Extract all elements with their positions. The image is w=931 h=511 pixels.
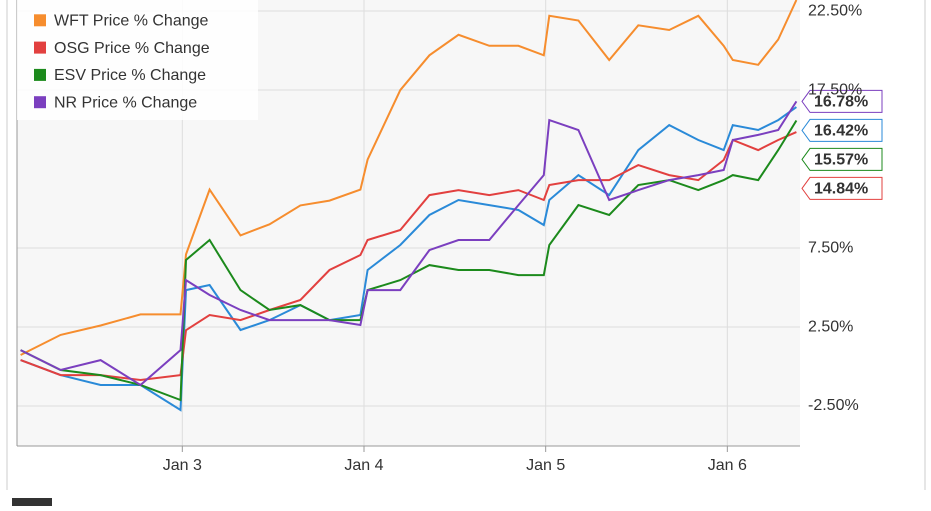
legend-box: [17, 0, 258, 120]
series-line: [20, 131, 797, 382]
legend-swatch: [34, 41, 46, 54]
series-line: [20, 106, 797, 412]
value-label-box: [801, 89, 883, 113]
x-tick-label: Jan 5: [526, 457, 565, 474]
legend-label: OSG Price % Change: [54, 40, 210, 57]
value-label: 15.57%: [814, 152, 868, 169]
logo: [12, 498, 52, 508]
series-line: [20, 100, 798, 387]
legend: WFT Price % Change OSG Price % Change ESV …: [34, 13, 210, 111]
value-label-box: [801, 176, 883, 200]
value-label-box: [801, 118, 883, 142]
y-tick-label: 22.50%: [808, 2, 862, 19]
legend-swatch: [34, 14, 46, 27]
x-tick-label: Jan 6: [708, 457, 747, 474]
y-tick-label: -2.50%: [808, 397, 859, 414]
y-tick-label: 17.50%: [808, 81, 862, 98]
y-tick-label: 2.50%: [808, 318, 853, 335]
x-tick-label: Jan 4: [344, 457, 383, 474]
legend-label: ESV Price % Change: [54, 67, 206, 84]
legend-swatch: [34, 96, 46, 109]
y-tick-label: 7.50%: [808, 239, 853, 256]
value-label: 16.42%: [814, 123, 868, 140]
value-label: 14.84%: [814, 181, 868, 198]
end-labels: 16.78% 16.42% 15.57% 14.84%: [801, 89, 883, 200]
legend-label: WFT Price % Change: [54, 13, 209, 30]
legend-label: NR Price % Change: [54, 94, 197, 111]
value-label: 16.78%: [814, 94, 868, 111]
x-tick-label: Jan 3: [163, 457, 202, 474]
legend-swatch: [34, 68, 46, 81]
lines: [20, 0, 798, 412]
value-label-box: [801, 147, 883, 171]
